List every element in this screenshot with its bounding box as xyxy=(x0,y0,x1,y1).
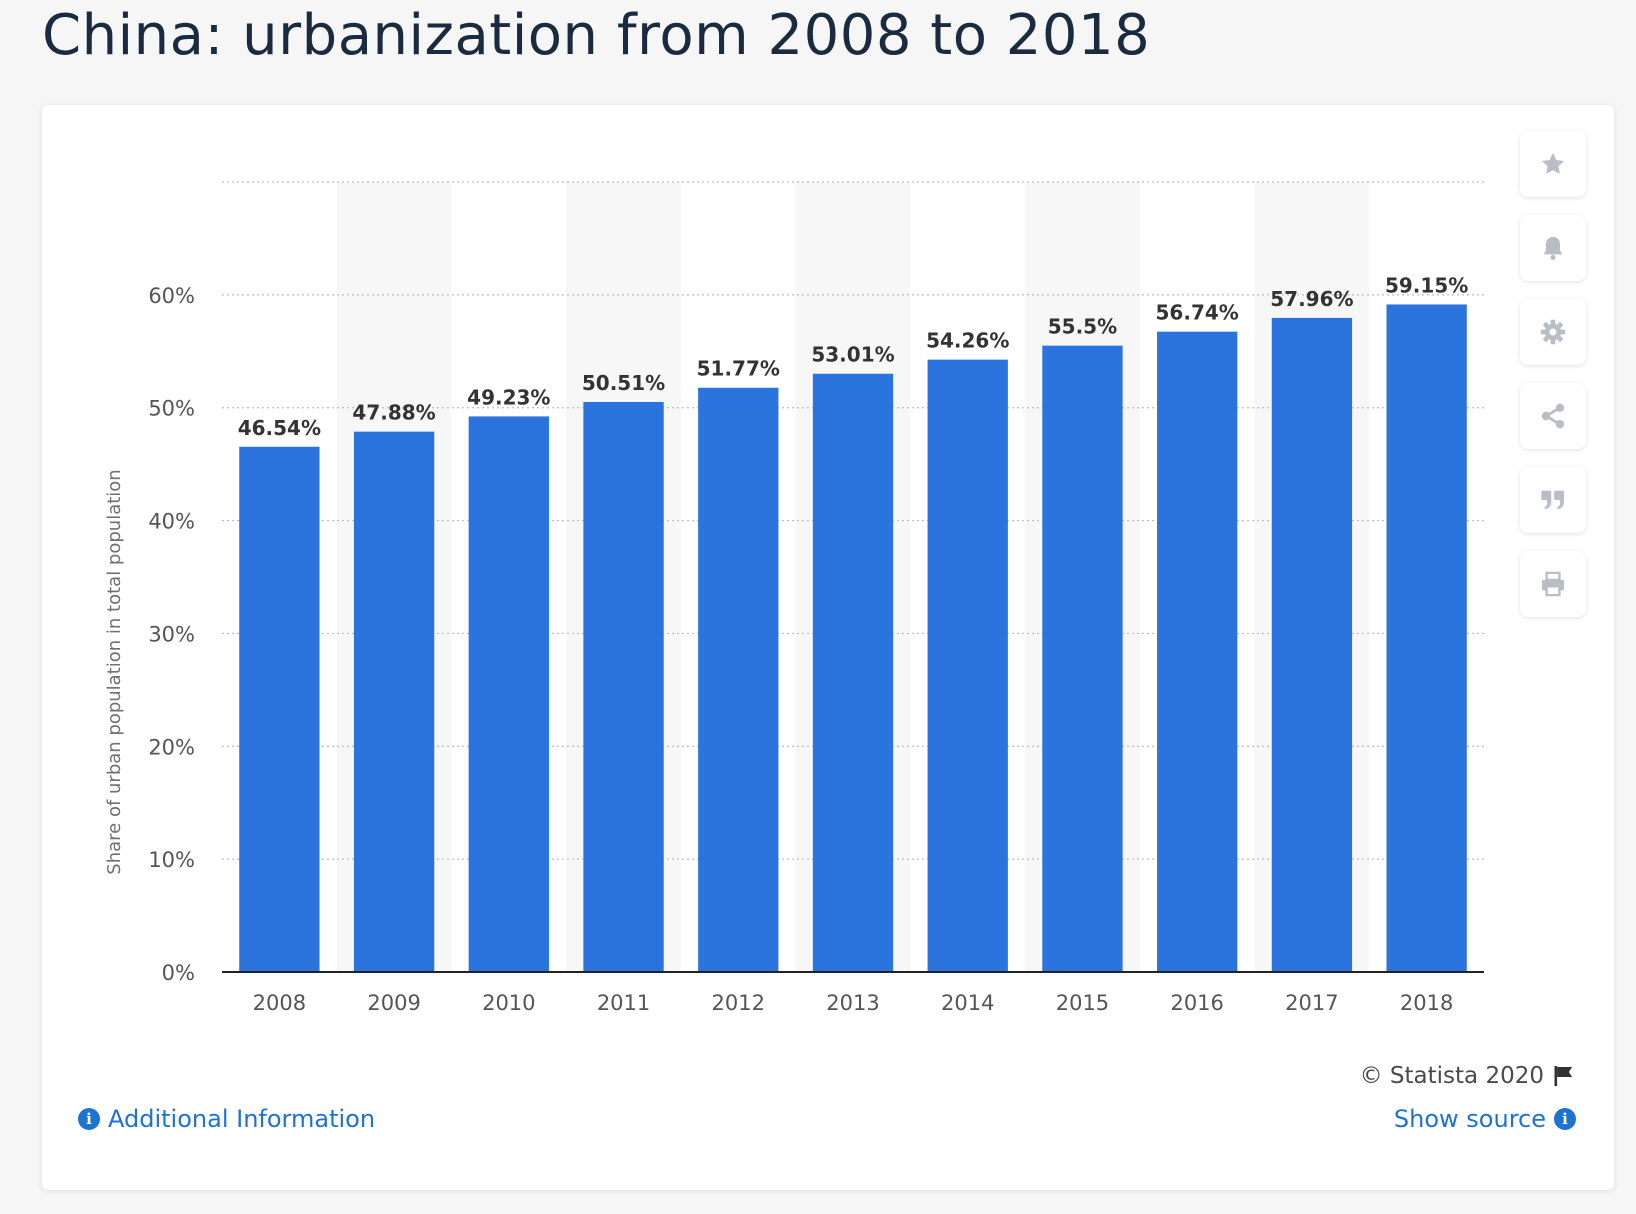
share-icon xyxy=(1541,403,1565,429)
data-label: 47.88% xyxy=(352,401,435,425)
data-label: 57.96% xyxy=(1270,287,1353,311)
y-tick-label: 30% xyxy=(148,622,195,646)
data-label: 53.01% xyxy=(811,343,894,367)
share-button[interactable] xyxy=(1520,383,1586,449)
x-tick-label: 2015 xyxy=(1056,991,1109,1015)
gear-icon xyxy=(1540,319,1566,345)
data-label: 59.15% xyxy=(1385,273,1468,297)
bar xyxy=(812,373,894,973)
bar xyxy=(583,401,664,972)
additional-information-label: Additional Information xyxy=(108,1105,376,1133)
x-tick-label: 2013 xyxy=(826,991,879,1015)
flag-icon[interactable] xyxy=(1552,1064,1576,1088)
copyright-text: © Statista 2020 xyxy=(1359,1063,1544,1089)
x-tick-label: 2018 xyxy=(1400,991,1453,1015)
show-source-label: Show source xyxy=(1393,1105,1546,1133)
favorite-button[interactable] xyxy=(1520,131,1586,197)
y-axis-title: Share of urban population in total popul… xyxy=(104,469,125,874)
notification-button[interactable] xyxy=(1520,215,1586,281)
x-tick-label: 2012 xyxy=(712,991,765,1015)
x-tick-label: 2010 xyxy=(482,991,535,1015)
copyright-notice: © Statista 2020 xyxy=(1360,1063,1576,1089)
bar xyxy=(239,446,320,973)
print-icon xyxy=(1541,571,1565,597)
bar xyxy=(1386,304,1467,972)
x-tick-label: 2014 xyxy=(941,991,994,1015)
star-icon xyxy=(1541,152,1565,174)
x-tick-label: 2011 xyxy=(597,991,650,1015)
y-tick-label: 40% xyxy=(148,510,195,534)
data-label: 51.77% xyxy=(697,357,780,381)
settings-button[interactable] xyxy=(1520,299,1586,365)
y-tick-label: 50% xyxy=(148,397,195,421)
data-label: 55.5% xyxy=(1048,315,1117,339)
data-label: 46.54% xyxy=(238,416,321,440)
cite-button[interactable] xyxy=(1520,467,1586,533)
y-tick-label: 60% xyxy=(148,284,195,308)
y-tick-label: 10% xyxy=(148,848,195,872)
data-label: 56.74% xyxy=(1156,301,1239,325)
bar xyxy=(1042,345,1123,973)
bar xyxy=(1271,317,1353,972)
bar xyxy=(698,387,779,972)
bar xyxy=(1157,331,1238,972)
x-tick-label: 2017 xyxy=(1285,991,1338,1015)
data-label: 54.26% xyxy=(926,329,1009,353)
data-label: 49.23% xyxy=(467,385,550,409)
additional-information-link[interactable]: i Additional Information xyxy=(78,1105,375,1133)
page-title: China: urbanization from 2008 to 2018 xyxy=(42,3,1151,68)
y-tick-label: 20% xyxy=(148,735,195,759)
bar xyxy=(353,431,435,972)
show-source-link[interactable]: Show source i xyxy=(1394,1105,1576,1133)
x-tick-label: 2009 xyxy=(367,991,420,1015)
bar-chart: 0% 10% 20% 30% 40% 50% 60% Share of urban popul… xyxy=(104,181,1484,1015)
print-button[interactable] xyxy=(1520,551,1586,617)
y-tick-label: 0% xyxy=(162,961,195,985)
bar xyxy=(468,416,549,972)
bar xyxy=(927,359,1008,972)
x-tick-label: 2016 xyxy=(1170,991,1223,1015)
data-label: 50.51% xyxy=(582,371,665,395)
info-icon: i xyxy=(78,1108,100,1130)
info-icon: i xyxy=(1554,1108,1576,1130)
quote-icon xyxy=(1541,490,1565,510)
x-tick-label: 2008 xyxy=(253,991,306,1015)
chart-card: 0% 10% 20% 30% 40% 50% 60% Share of urban popul… xyxy=(42,105,1614,1190)
bell-icon xyxy=(1543,236,1563,260)
